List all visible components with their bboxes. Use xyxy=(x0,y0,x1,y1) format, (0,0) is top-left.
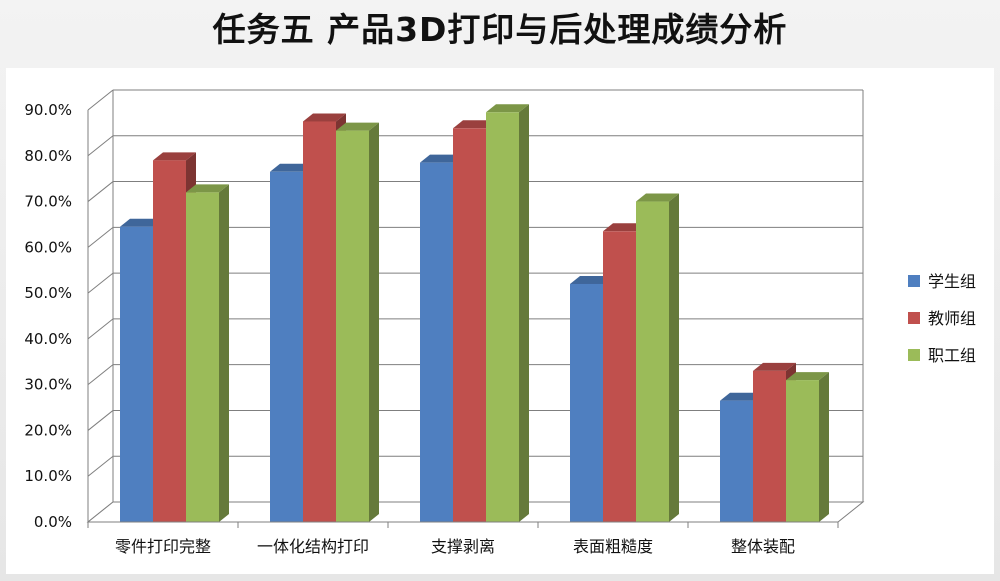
y-tick-label: 50.0% xyxy=(24,284,72,302)
x-tick-label: 一体化结构打印 xyxy=(257,537,369,556)
bar-top xyxy=(570,275,613,284)
bar-top xyxy=(486,104,529,113)
y-tick-label: 30.0% xyxy=(24,376,72,394)
legend-label: 学生组 xyxy=(928,272,976,291)
y-tick-label: 60.0% xyxy=(24,238,72,256)
bar-top xyxy=(720,392,763,401)
bar-top xyxy=(303,113,346,122)
y-tick-label: 10.0% xyxy=(24,467,72,485)
x-tick-label: 支撑剥离 xyxy=(431,537,495,556)
bar-top xyxy=(270,163,313,172)
bar xyxy=(636,201,669,523)
x-tick-label: 零件打印完整 xyxy=(115,537,211,556)
y-tick-label: 40.0% xyxy=(24,330,72,348)
bar xyxy=(336,130,369,522)
bar xyxy=(486,112,519,523)
bar-side xyxy=(669,193,679,523)
bar xyxy=(186,192,219,522)
bar xyxy=(786,380,819,522)
bar xyxy=(720,400,753,522)
x-tick-label: 整体装配 xyxy=(731,537,795,556)
bar xyxy=(420,162,453,522)
bar-top xyxy=(336,122,379,131)
legend-swatch xyxy=(908,275,920,287)
gridline-side xyxy=(87,135,114,157)
gridline-side xyxy=(87,89,114,111)
y-tick-label: 20.0% xyxy=(24,421,72,439)
bar-top xyxy=(453,120,496,129)
bar-side xyxy=(369,122,379,522)
bar-side xyxy=(819,372,829,522)
y-tick-label: 70.0% xyxy=(24,193,72,211)
bar xyxy=(570,283,603,522)
gridline-side xyxy=(87,364,114,386)
gridline-side xyxy=(87,455,114,477)
bar-side xyxy=(219,184,229,522)
y-tick-label: 0.0% xyxy=(34,513,72,531)
legend-swatch xyxy=(908,312,920,324)
bar-top xyxy=(636,193,679,202)
bar-top xyxy=(603,223,646,232)
legend-swatch xyxy=(908,349,920,361)
bar xyxy=(453,128,486,523)
bar xyxy=(120,226,153,522)
gridline-side xyxy=(87,226,114,248)
bar xyxy=(153,160,186,522)
y-tick-label: 80.0% xyxy=(24,147,72,165)
y-tick-label: 90.0% xyxy=(24,101,72,119)
bar xyxy=(270,171,303,523)
bar-top xyxy=(120,218,163,227)
gridline-side xyxy=(87,318,114,340)
bar xyxy=(753,370,786,522)
gridline-side xyxy=(87,181,114,202)
bar-top xyxy=(420,154,463,163)
bar-top xyxy=(153,152,196,161)
bar-side xyxy=(519,104,529,523)
bar xyxy=(303,121,336,522)
legend-label: 职工组 xyxy=(928,346,976,365)
bar-top xyxy=(186,184,229,193)
bar xyxy=(603,231,636,523)
bar-top xyxy=(753,362,796,371)
gridline-side xyxy=(87,272,114,294)
page-title: 任务五 产品3D打印与后处理成绩分析 xyxy=(212,10,788,49)
bar-top xyxy=(786,372,829,381)
gridline-side xyxy=(87,410,114,431)
legend-label: 教师组 xyxy=(928,309,976,328)
x-tick-label: 表面粗糙度 xyxy=(573,537,653,556)
